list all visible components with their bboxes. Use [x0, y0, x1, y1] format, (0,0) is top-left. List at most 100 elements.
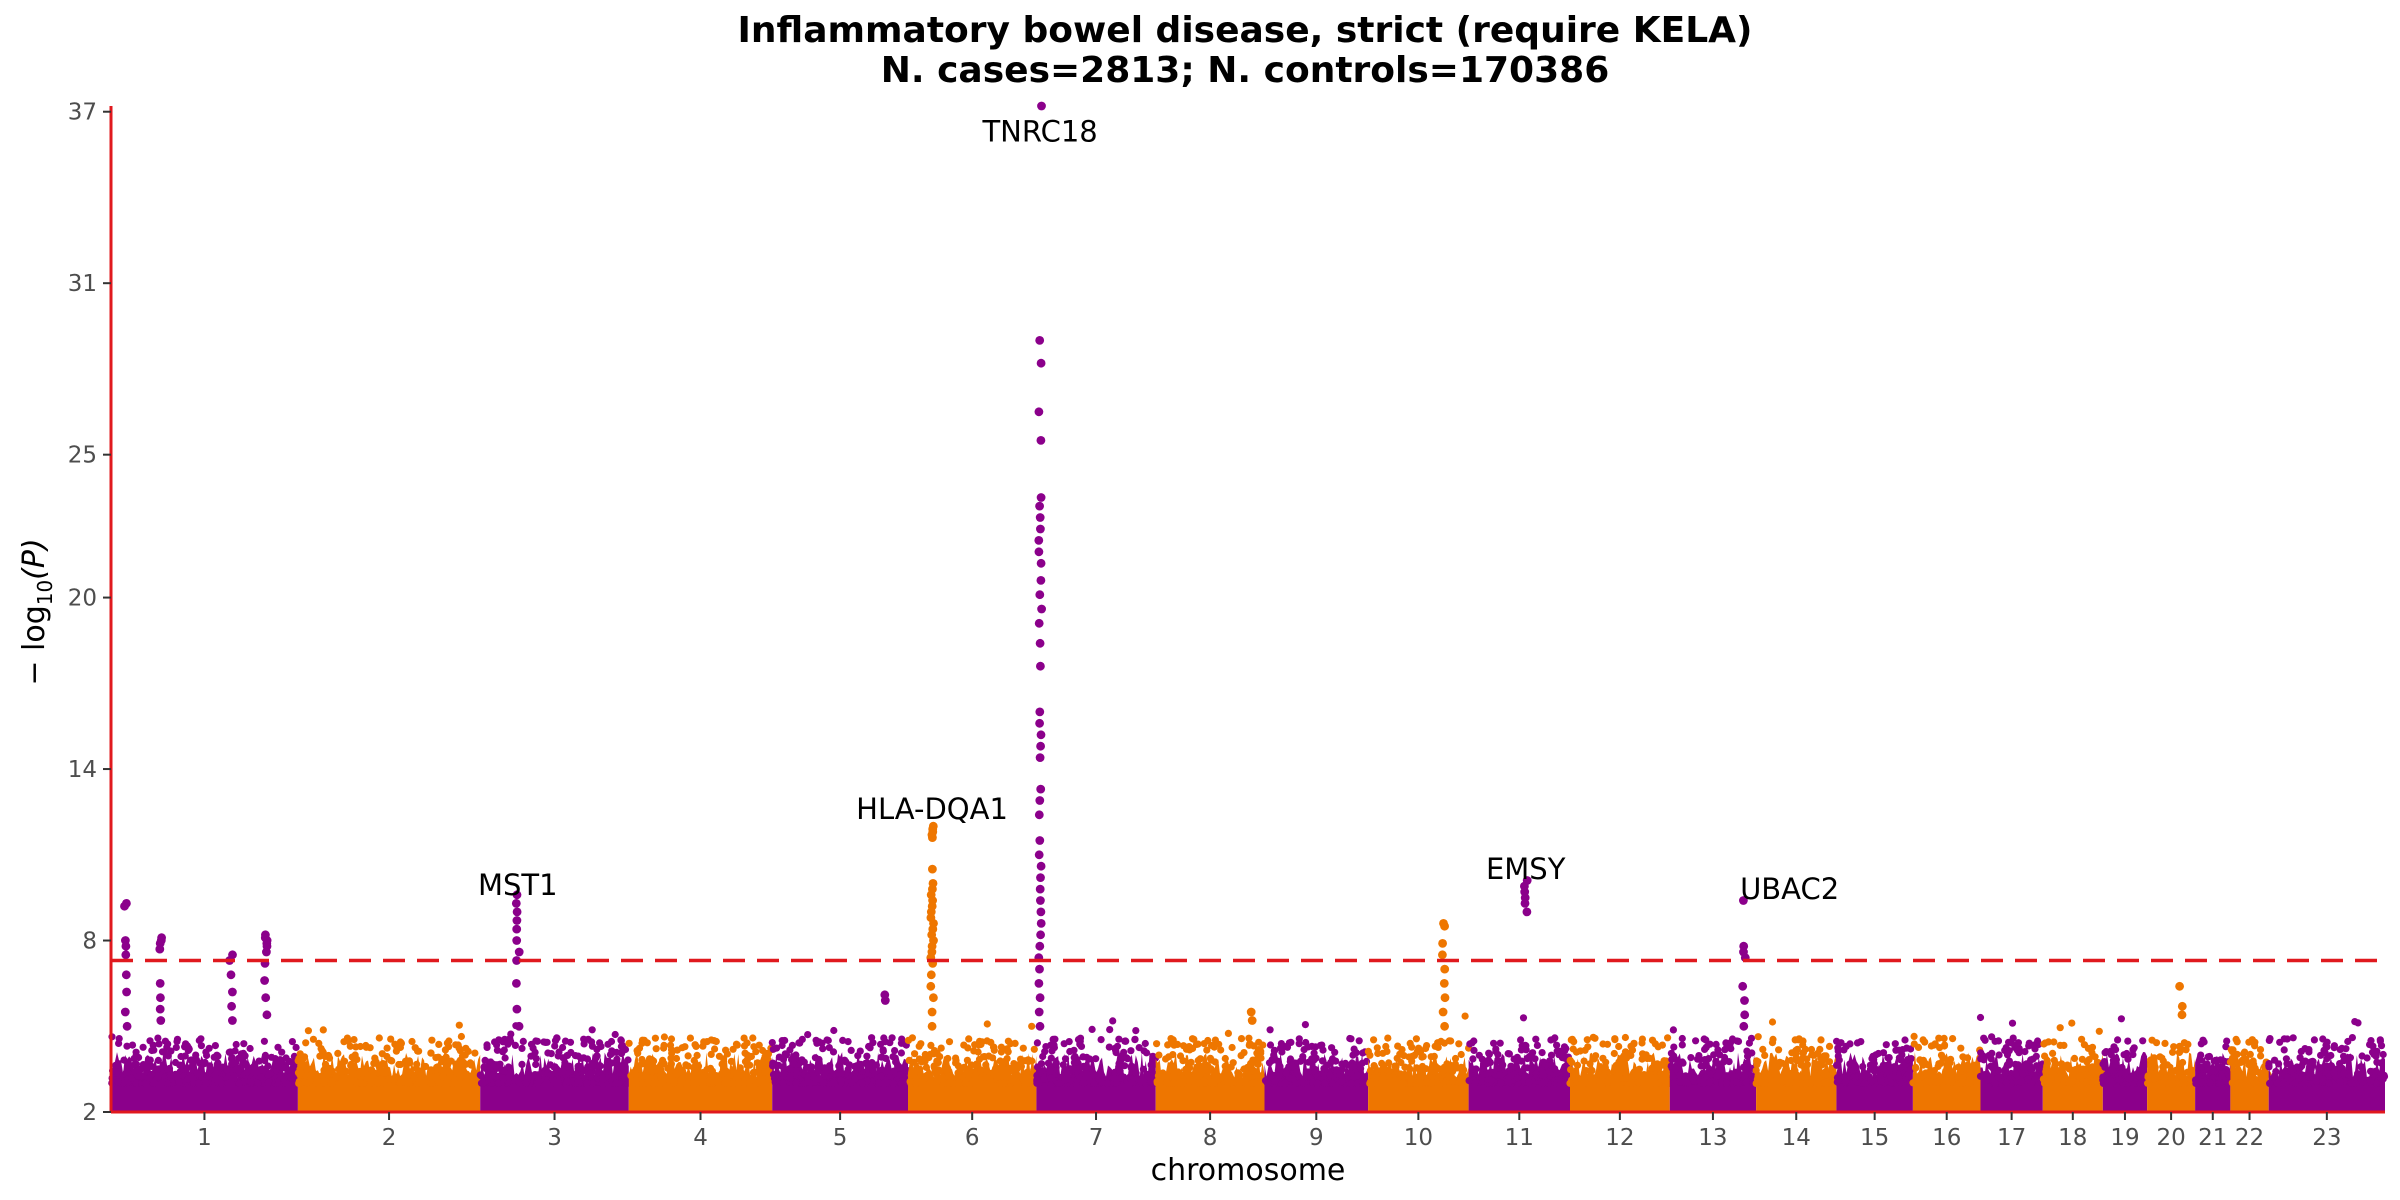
data-point [128, 1041, 137, 1049]
data-point [211, 1042, 219, 1050]
data-point [1782, 1065, 1790, 1073]
peak-point [512, 1004, 522, 1014]
chr-points-10 [1364, 1012, 1473, 1087]
data-point [847, 1046, 855, 1054]
data-point [795, 1039, 803, 1047]
data-point [119, 1079, 127, 1087]
data-point [779, 1055, 788, 1063]
data-point [1194, 1056, 1202, 1065]
data-point [1958, 1074, 1967, 1082]
data-point [618, 1042, 627, 1050]
data-point [2229, 1046, 2237, 1054]
data-point [1814, 1063, 1822, 1071]
data-point [1236, 1078, 1244, 1087]
data-point [1050, 1041, 1058, 1049]
x-tick-label: 23 [2312, 1125, 2341, 1151]
chr-points-11 [1465, 1014, 1573, 1087]
data-point [2107, 1051, 2115, 1059]
data-point [1359, 1079, 1367, 1087]
data-point [443, 1078, 451, 1086]
data-point [1901, 1036, 1909, 1044]
data-point [1974, 1079, 1982, 1087]
data-point [2379, 1050, 2387, 1059]
data-point [720, 1055, 728, 1063]
peak-12 [2175, 981, 2187, 1020]
data-point [965, 1035, 973, 1043]
data-point [243, 1068, 251, 1076]
gene-label-tnrc18: TNRC18 [981, 115, 1097, 149]
data-point [551, 1063, 559, 1071]
data-point [2152, 1039, 2161, 1047]
data-point [1406, 1039, 1414, 1047]
data-point [1298, 1078, 1306, 1086]
data-point [1569, 1045, 1577, 1053]
data-point [2319, 1035, 2327, 1043]
chr-points-14 [1752, 1018, 1838, 1087]
chr-points-22 [2226, 1035, 2272, 1087]
data-point [2136, 1074, 2144, 1082]
peak-point [1440, 993, 1450, 1003]
data-point [1573, 1061, 1582, 1069]
x-axis-title: chromosome [1151, 1153, 1346, 1188]
data-points [108, 101, 2389, 1112]
x-tick-label: 15 [1860, 1125, 1889, 1151]
data-point [1980, 1056, 1988, 1064]
data-point [922, 1063, 931, 1071]
data-point [1525, 1078, 1533, 1086]
data-point [596, 1062, 604, 1070]
data-point [471, 1049, 479, 1057]
data-point [1364, 1047, 1372, 1055]
data-point [1793, 1045, 1801, 1053]
peak-point [1035, 884, 1045, 894]
data-point [401, 1078, 409, 1086]
data-point [1497, 1079, 1505, 1087]
data-point [588, 1079, 596, 1087]
data-point [1820, 1052, 1828, 1060]
data-point [927, 1041, 935, 1049]
data-point [215, 1064, 224, 1072]
data-point [1204, 1036, 1212, 1045]
peak-point [2177, 1001, 2187, 1011]
data-point [1977, 1049, 1985, 1057]
data-point [366, 1044, 374, 1052]
x-tick-label: 14 [1782, 1125, 1811, 1151]
data-point [2316, 1064, 2324, 1072]
y-axis-title-suffix: (P) [17, 538, 52, 580]
x-tick-label: 16 [1932, 1125, 1961, 1151]
data-point [1083, 1053, 1091, 1061]
chr-points-23 [2265, 1018, 2389, 1087]
data-point [2043, 1062, 2051, 1070]
data-point [969, 1079, 977, 1087]
data-point [1385, 1059, 1393, 1067]
data-point [1611, 1035, 1619, 1043]
peak-point [512, 936, 522, 945]
chr-points-6 [904, 1020, 1040, 1087]
data-point [1122, 1054, 1130, 1062]
data-point [970, 1047, 978, 1055]
data-point [1669, 1026, 1677, 1034]
data-point [1112, 1047, 1120, 1055]
data-point [769, 1059, 777, 1067]
data-point [2116, 1076, 2124, 1084]
data-point [1779, 1074, 1787, 1082]
data-point [134, 1066, 142, 1074]
data-point [197, 1035, 205, 1043]
data-point [1059, 1061, 1067, 1069]
data-point [115, 1039, 123, 1047]
data-point [350, 1036, 358, 1044]
data-point [2322, 1041, 2330, 1049]
data-point [877, 1053, 886, 1061]
data-point [1203, 1046, 1211, 1054]
data-point [710, 1037, 718, 1045]
data-point [1461, 1012, 1469, 1020]
peak-point [1036, 896, 1045, 905]
data-point [2139, 1037, 2147, 1045]
data-point [1372, 1079, 1380, 1087]
data-point [495, 1079, 503, 1087]
data-point [2099, 1073, 2107, 1081]
data-point [396, 1060, 405, 1069]
data-point [1407, 1075, 1415, 1083]
data-point [1941, 1076, 1949, 1085]
data-point [875, 1079, 883, 1087]
data-point [1228, 1043, 1236, 1052]
